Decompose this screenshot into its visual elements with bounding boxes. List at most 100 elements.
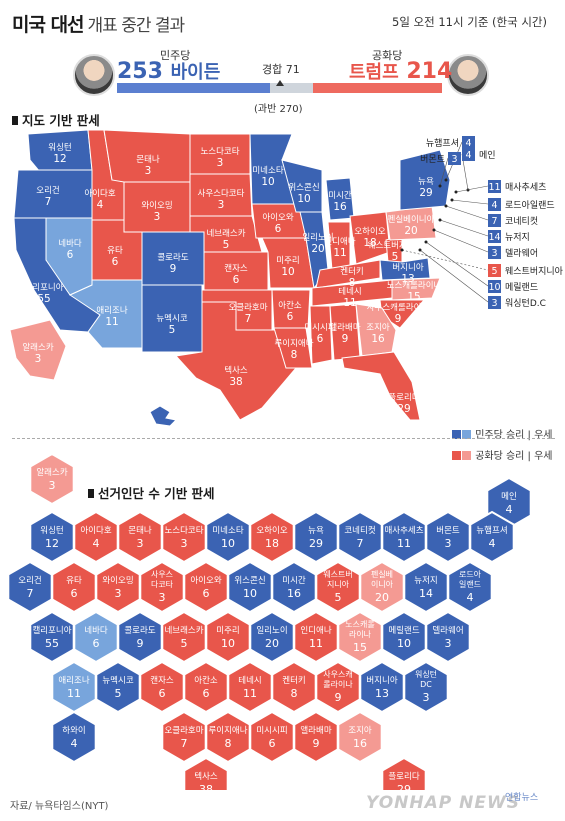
hex-votes: 14 bbox=[419, 587, 433, 600]
callout-leader-line bbox=[425, 241, 489, 287]
hex-label: 오클라호마 bbox=[164, 726, 203, 736]
map-state-label: 펜실베이니아 bbox=[388, 214, 435, 225]
callout-label: 로드아일랜드 bbox=[505, 200, 555, 211]
hex-label: 매사추세츠 bbox=[384, 526, 423, 536]
hex-votes: 9 bbox=[313, 737, 320, 750]
hex-label: 코네티컷 bbox=[344, 525, 375, 536]
callout-votes: 4 bbox=[465, 150, 471, 161]
map-state-뉴욕 bbox=[399, 149, 451, 211]
map-state-votes: 5 bbox=[223, 239, 230, 251]
hex-votes: 6 bbox=[269, 737, 276, 750]
hex-label: 미시간 bbox=[282, 575, 306, 586]
hex-label: 지니아 bbox=[327, 579, 350, 589]
map-state-votes: 15 bbox=[407, 291, 420, 303]
callout-votes: 5 bbox=[491, 266, 497, 277]
map-state-votes: 7 bbox=[45, 196, 52, 208]
hex-votes: 4 bbox=[489, 537, 496, 550]
legend-rep: 공화당 승리 | 우세 bbox=[452, 447, 553, 462]
hex-votes: 6 bbox=[71, 587, 78, 600]
map-state-알래스카 bbox=[9, 319, 67, 381]
callout-box-로드아일랜드 bbox=[488, 198, 501, 211]
hex-votes: 11 bbox=[397, 537, 411, 550]
callout-box-워싱턴D.C bbox=[488, 296, 501, 309]
hex-votes: 16 bbox=[287, 587, 301, 600]
hex-label: 알래스카 bbox=[36, 467, 67, 478]
map-state-votes: 18 bbox=[363, 237, 376, 249]
map-state-label: 캘리포니아 bbox=[24, 282, 63, 293]
callout-dot bbox=[438, 184, 442, 188]
map-state-votes: 13 bbox=[401, 273, 414, 285]
hex-votes: 3 bbox=[159, 591, 166, 604]
map-state-votes: 9 bbox=[170, 263, 177, 275]
hex-label: 인디애나 bbox=[300, 625, 331, 636]
map-state-조지아 bbox=[355, 303, 397, 357]
callout-box-코네티컷 bbox=[488, 214, 501, 227]
map-state-label: 테네시 bbox=[338, 287, 361, 297]
hex-votes: 10 bbox=[243, 587, 257, 600]
hex-워싱턴-DC bbox=[403, 660, 449, 714]
hex-label: 미시시피 bbox=[256, 726, 287, 736]
callout-leader-line bbox=[439, 219, 489, 237]
hex-votes: 11 bbox=[243, 687, 257, 700]
hex-label: 플로리다 bbox=[388, 772, 419, 782]
electoral-bar bbox=[117, 83, 442, 93]
map-state-label: 켄터키 bbox=[340, 266, 363, 277]
hex-label: 노스다코타 bbox=[164, 526, 203, 536]
hex-votes: 11 bbox=[67, 687, 81, 700]
map-state-켄터키 bbox=[315, 259, 381, 289]
map-state-label: 루이지애나 bbox=[274, 338, 313, 349]
hex-label: 메릴랜드 bbox=[388, 625, 419, 636]
map-state-텍사스 bbox=[175, 301, 297, 421]
hex-votes: 7 bbox=[27, 587, 34, 600]
hex-label: 미네소타 bbox=[212, 526, 243, 536]
map-state-votes: 6 bbox=[233, 274, 240, 286]
map-state-label: 네바다 bbox=[58, 238, 82, 249]
map-state-votes: 3 bbox=[145, 165, 152, 177]
rep-candidate: 트럼프 bbox=[349, 62, 399, 83]
map-state-label: 캔자스 bbox=[224, 263, 248, 274]
map-state-label: 오클라호마 bbox=[228, 303, 267, 313]
hex-votes: 20 bbox=[265, 637, 279, 650]
hex-votes: 55 bbox=[45, 637, 59, 650]
hex-label: 몬태나 bbox=[128, 526, 152, 536]
hex-votes: 5 bbox=[181, 637, 188, 650]
dem-candidate: 바이든 bbox=[170, 62, 221, 83]
hex-votes: 6 bbox=[93, 637, 100, 650]
hex-votes: 15 bbox=[353, 641, 367, 654]
title-main: 미국 대선 bbox=[12, 14, 85, 36]
hex-label: 미주리 bbox=[216, 626, 239, 636]
map-state-label: 아칸소 bbox=[278, 300, 302, 311]
map-state-votes: 3 bbox=[218, 199, 225, 211]
hex-votes: 13 bbox=[375, 687, 389, 700]
hex-label: 이니아 bbox=[371, 579, 394, 589]
hex-label: 켄터키 bbox=[282, 675, 305, 686]
tossup-label: 경합 71 bbox=[262, 63, 300, 76]
callout-dot bbox=[450, 198, 454, 202]
hex-label: 일랜드 bbox=[459, 579, 481, 589]
map-state-노스캐롤라이나 bbox=[391, 277, 441, 301]
callout-label: 코네티컷 bbox=[505, 216, 538, 227]
map-state-votes: 10 bbox=[297, 193, 310, 205]
callout-box-매사추세츠 bbox=[488, 180, 501, 193]
hex-label: 조지아 bbox=[348, 725, 372, 736]
map-state-votes: 11 bbox=[333, 247, 346, 259]
callout-dot bbox=[418, 248, 422, 252]
us-map: 워싱턴12오리건7캘리포니아55네바다6아이다호4몬태나3와이오밍3유타6애리조… bbox=[9, 129, 564, 430]
callout-label: 뉴저지 bbox=[505, 232, 530, 243]
callout-votes: 3 bbox=[491, 248, 497, 259]
hex-label: 델라웨어 bbox=[432, 625, 463, 636]
hex-label: 일리노이 bbox=[256, 625, 287, 636]
hex-votes: 5 bbox=[115, 687, 122, 700]
dem-bar bbox=[117, 83, 270, 93]
callout-label: 웨스트버지니아 bbox=[505, 265, 564, 277]
map-state-버지니아 bbox=[379, 257, 431, 281]
hex-label: 테네시 bbox=[238, 676, 261, 686]
hex-텍사스 bbox=[183, 756, 229, 790]
hex-label: 웨스트버 bbox=[323, 569, 352, 579]
callout-votes: 10 bbox=[488, 282, 500, 293]
hex-votes: 20 bbox=[375, 591, 389, 604]
source-note: 자료/ 뉴욕타임스(NYT) bbox=[10, 801, 109, 812]
rep-bar bbox=[312, 83, 442, 93]
map-state-label: 오하이오 bbox=[354, 226, 385, 237]
hex-label: 사우스 bbox=[151, 570, 173, 579]
